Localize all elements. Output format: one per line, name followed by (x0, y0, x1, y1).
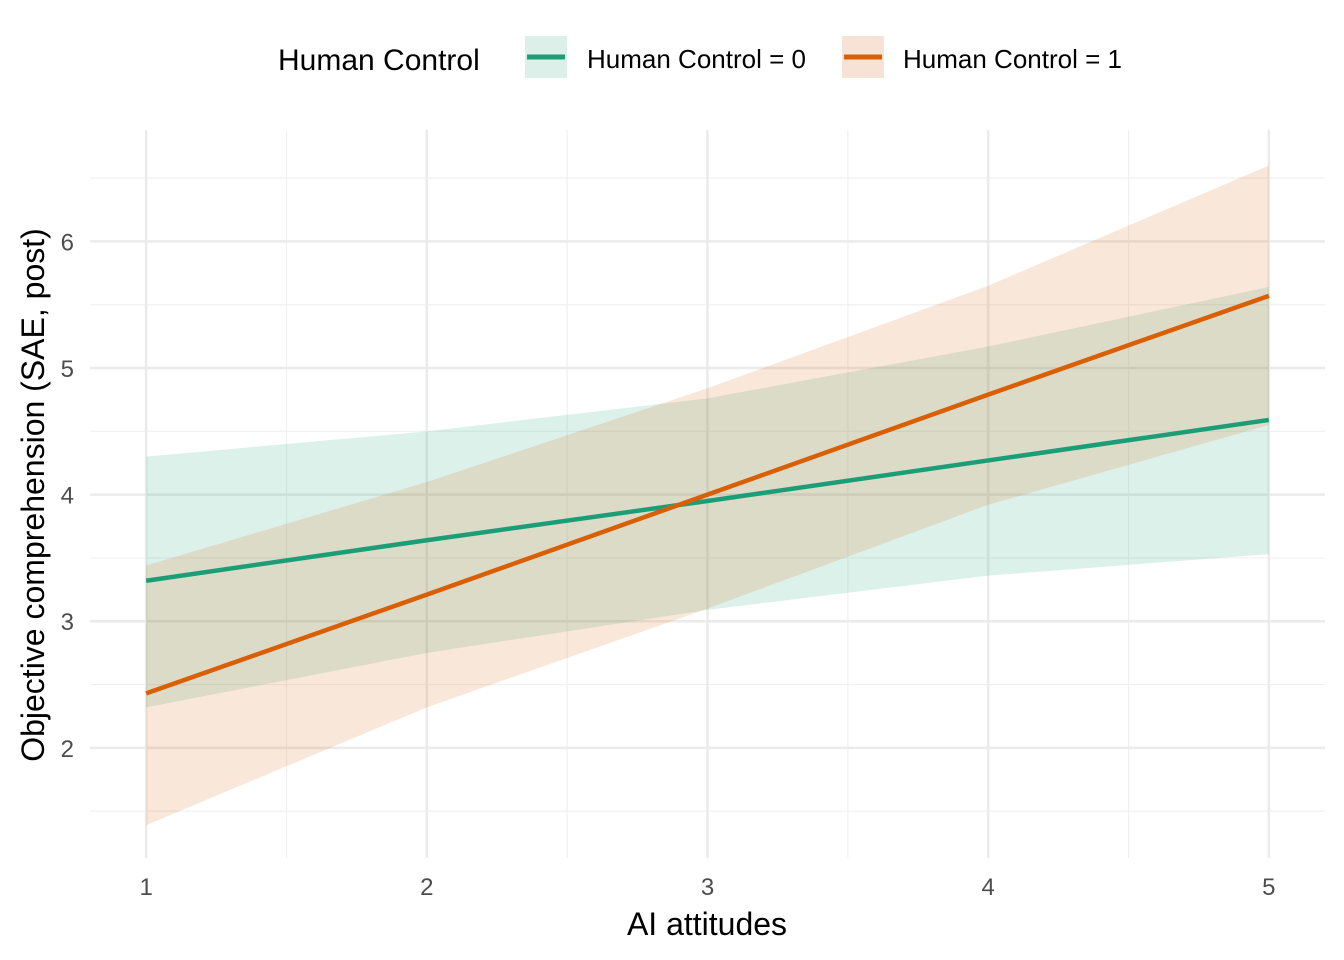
y-tick-label: 2 (61, 736, 74, 763)
x-tick-label: 1 (139, 874, 152, 901)
y-axis-title: Objective comprehension (SAE, post) (15, 228, 51, 762)
legend-label-1: Human Control = 1 (903, 44, 1122, 74)
ribbon-series-0 (146, 286, 1269, 708)
y-tick-label: 4 (61, 483, 74, 510)
x-axis-title: AI attitudes (627, 906, 787, 942)
y-tick-label: 3 (61, 609, 74, 636)
line-series-0 (145, 417, 1270, 583)
x-tick-label: 2 (420, 874, 433, 901)
tick-labels: 1 2 3 4 5 2 3 4 5 6 (61, 229, 1276, 901)
legend-title: Human Control (278, 44, 480, 77)
legend: Human Control Human Control = 0 Human Co… (278, 36, 1122, 78)
y-tick-label: 6 (61, 229, 74, 256)
series-lines (145, 293, 1270, 696)
line-series-1 (145, 293, 1270, 696)
x-tick-label: 4 (982, 874, 995, 901)
x-tick-label: 5 (1262, 874, 1275, 901)
x-tick-label: 3 (701, 874, 714, 901)
y-tick-label: 5 (61, 356, 74, 383)
legend-label-0: Human Control = 0 (587, 44, 806, 74)
